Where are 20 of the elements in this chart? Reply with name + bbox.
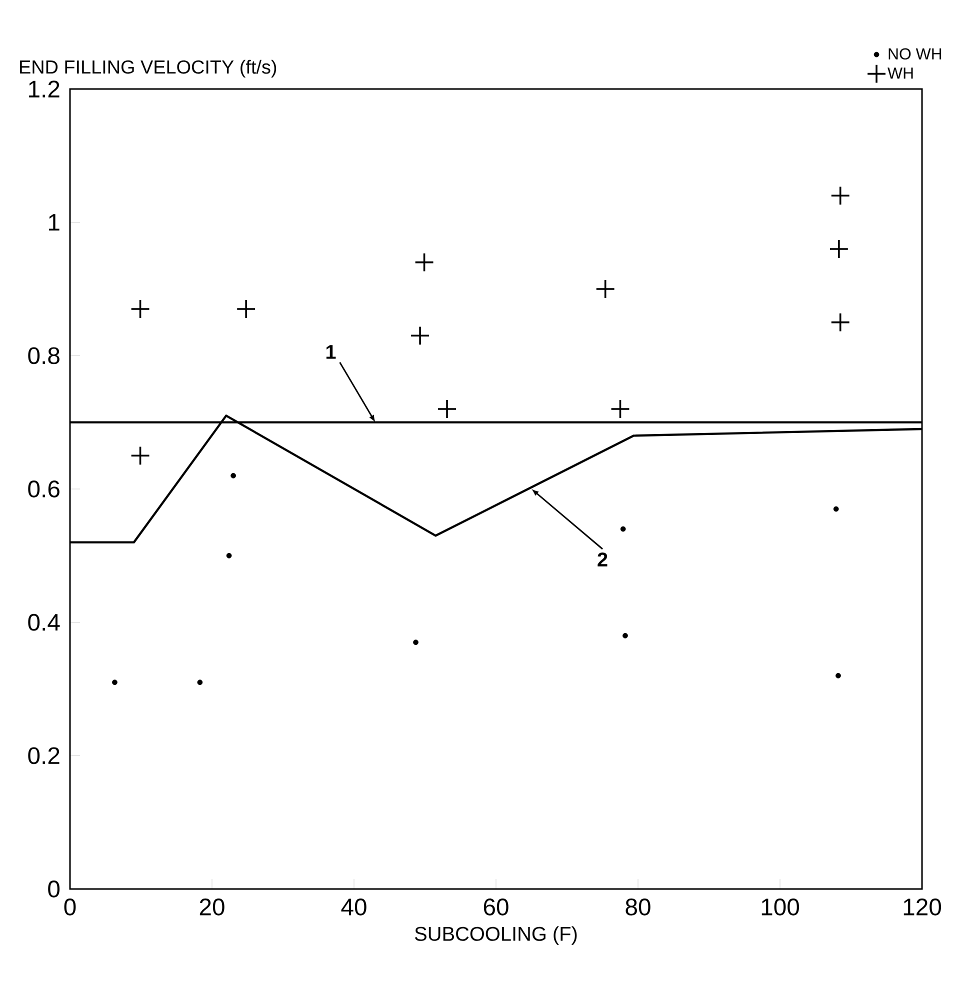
annotation: 2 bbox=[598, 552, 608, 566]
y-tick-label: 1 bbox=[49, 214, 60, 231]
x-tick-label: 100 bbox=[762, 898, 800, 916]
annotation: 1 bbox=[326, 345, 336, 359]
x-tick-label: 20 bbox=[200, 898, 224, 916]
legend-label: NO WH bbox=[888, 48, 942, 60]
y-tick-label: 0.6 bbox=[28, 480, 60, 498]
x-tick-label: 60 bbox=[484, 898, 508, 916]
y-tick-label: 0.8 bbox=[28, 347, 60, 364]
y-tick-label: 0.4 bbox=[28, 614, 60, 631]
x-axis-title: SUBCOOLING (F) bbox=[414, 926, 577, 945]
x-tick-label: 80 bbox=[626, 898, 650, 916]
x-tick-label: 40 bbox=[341, 898, 366, 916]
x-tick-label: 0 bbox=[64, 898, 76, 916]
y-axis-title: END FILLING VELOCITY (ft/s) bbox=[20, 60, 276, 78]
y-tick-label: 0.2 bbox=[28, 747, 60, 764]
x-tick-label: 120 bbox=[904, 898, 942, 916]
legend-label: WH bbox=[888, 68, 913, 79]
y-tick-label: 0 bbox=[48, 880, 60, 898]
y-tick-label: 1.2 bbox=[29, 80, 60, 98]
